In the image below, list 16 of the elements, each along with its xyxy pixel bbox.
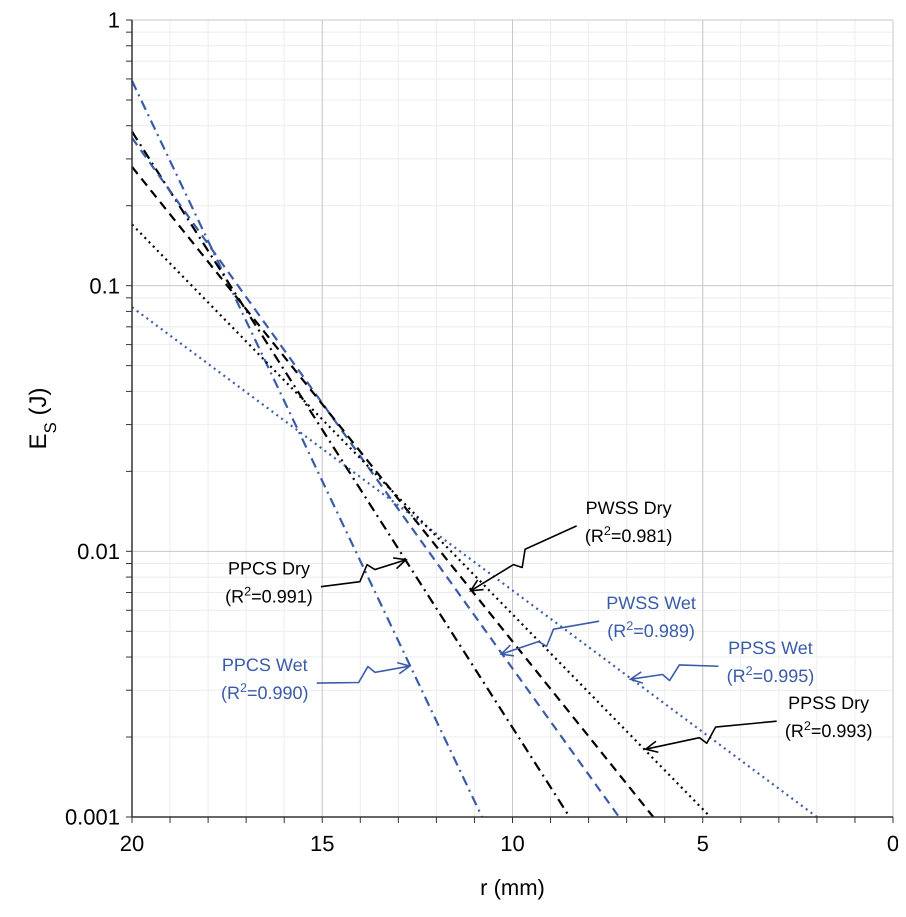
x-tick-label: 10 — [500, 831, 525, 856]
x-tick-label: 5 — [696, 831, 709, 856]
y-tick-label: 0.001 — [64, 804, 120, 830]
x-axis-title: r (mm) — [480, 875, 545, 900]
annotation: PPCS Wet (R$^{2}$=0.990) — [220, 655, 309, 704]
annotation: PPCS Dry (R$^{2}$=0.991) — [225, 558, 313, 607]
annotation: PPSS Wet (R$^{2}$=0.995) — [726, 638, 814, 686]
annotation: PWSS Wet (R$^{2}$=0.989) — [606, 593, 696, 642]
y-tick-label: 1 — [108, 8, 120, 33]
y-tick-label: 0.01 — [77, 539, 120, 564]
x-tick-label: 15 — [310, 831, 334, 856]
y-tick-label: 0.1 — [89, 273, 120, 298]
annotation: PPSS Dry (R$^{2}$=0.993) — [784, 693, 872, 742]
annotation: PWSS Dry (R$^{2}$=0.981) — [584, 498, 672, 546]
x-tick-label: 20 — [120, 831, 144, 856]
x-tick-label: 0 — [886, 831, 900, 856]
